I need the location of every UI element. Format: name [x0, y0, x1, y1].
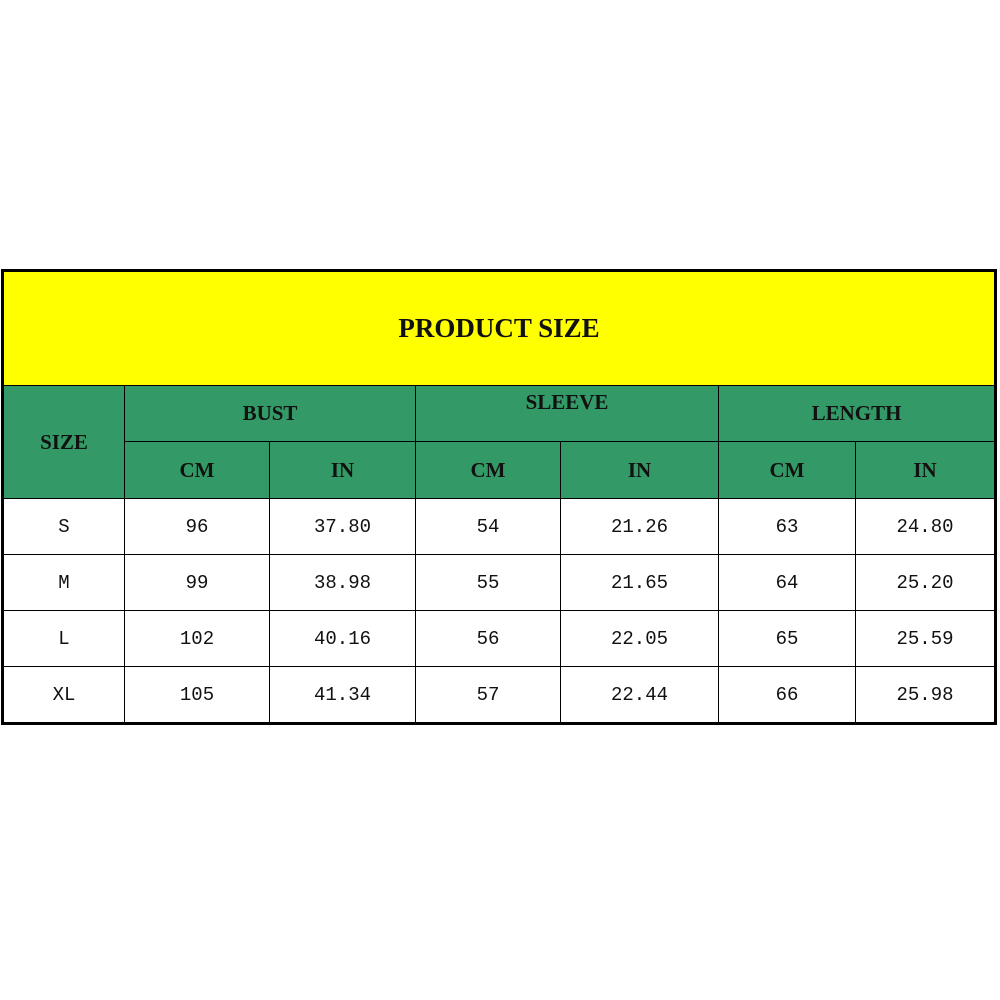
size-cell: L — [2, 610, 125, 667]
value-cell: 96 — [124, 498, 270, 555]
value-cell: 40.16 — [269, 610, 416, 667]
value-cell: 54 — [415, 498, 561, 555]
value-cell: 25.98 — [855, 666, 996, 724]
table-row: S 96 37.80 54 21.26 63 24.80 — [2, 498, 996, 555]
value-cell: 21.26 — [560, 498, 719, 555]
value-cell: 38.98 — [269, 554, 416, 611]
unit-header: CM — [415, 441, 561, 499]
value-cell: 55 — [415, 554, 561, 611]
unit-header: CM — [718, 441, 856, 499]
header-sleeve: SLEEVE — [415, 385, 719, 442]
value-cell: 56 — [415, 610, 561, 667]
unit-header: IN — [269, 441, 416, 499]
table-row: M 99 38.98 55 21.65 64 25.20 — [2, 554, 996, 611]
value-cell: 25.59 — [855, 610, 996, 667]
value-cell: 22.05 — [560, 610, 719, 667]
header-length: LENGTH — [718, 385, 996, 442]
value-cell: 65 — [718, 610, 856, 667]
value-cell: 21.65 — [560, 554, 719, 611]
value-cell: 66 — [718, 666, 856, 724]
table-row: XL 105 41.34 57 22.44 66 25.98 — [2, 666, 996, 724]
size-cell: XL — [2, 666, 125, 724]
value-cell: 99 — [124, 554, 270, 611]
value-cell: 24.80 — [855, 498, 996, 555]
value-cell: 64 — [718, 554, 856, 611]
value-cell: 102 — [124, 610, 270, 667]
value-cell: 37.80 — [269, 498, 416, 555]
table-title: PRODUCT SIZE — [2, 270, 996, 386]
value-cell: 22.44 — [560, 666, 719, 724]
header-bust: BUST — [124, 385, 416, 442]
value-cell: 105 — [124, 666, 270, 724]
unit-header: IN — [560, 441, 719, 499]
size-cell: M — [2, 554, 125, 611]
header-size: SIZE — [2, 385, 125, 499]
size-cell: S — [2, 498, 125, 555]
unit-header: CM — [124, 441, 270, 499]
value-cell: 25.20 — [855, 554, 996, 611]
size-chart: PRODUCT SIZE SIZE BUST SLEEVE LENGTH CM … — [1, 269, 997, 725]
table-row: L 102 40.16 56 22.05 65 25.59 — [2, 610, 996, 667]
size-table: PRODUCT SIZE SIZE BUST SLEEVE LENGTH CM … — [1, 269, 997, 725]
unit-header: IN — [855, 441, 996, 499]
value-cell: 63 — [718, 498, 856, 555]
value-cell: 57 — [415, 666, 561, 724]
value-cell: 41.34 — [269, 666, 416, 724]
